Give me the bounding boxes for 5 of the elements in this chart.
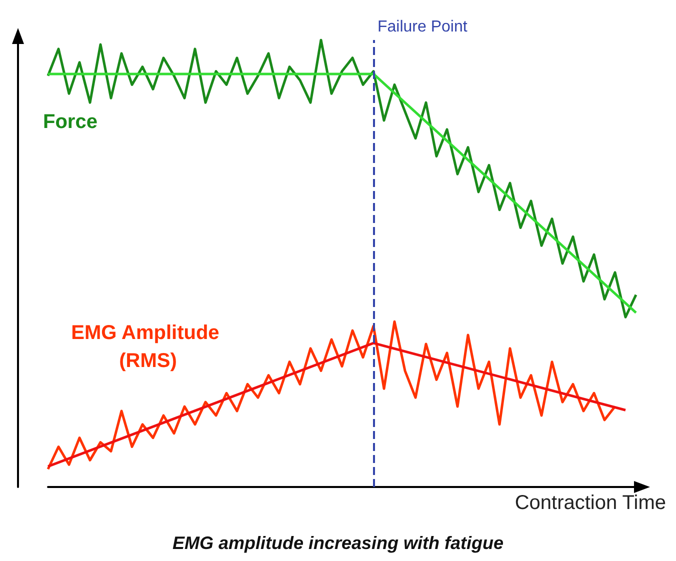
series-label: Force [43, 110, 98, 133]
x-axis-title: Contraction Time [514, 492, 666, 514]
series-label: EMG Amplitude (RMS) [71, 322, 225, 372]
text: EMG amplitude increasing with fatigue [172, 533, 504, 553]
text: Failure Point [378, 18, 468, 36]
